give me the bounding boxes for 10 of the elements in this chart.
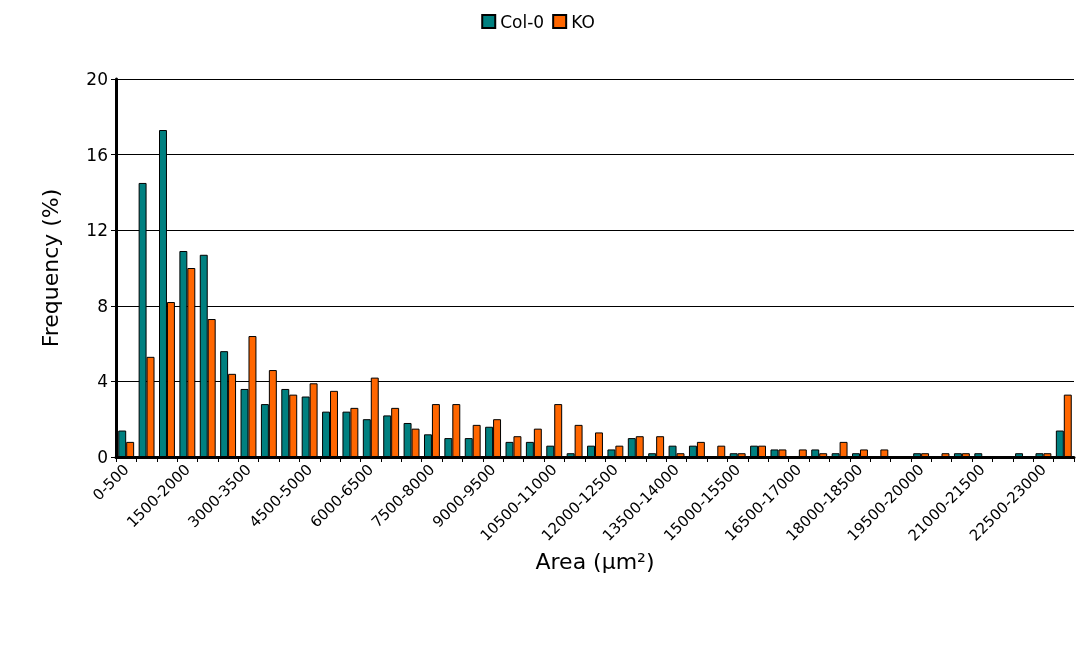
y-tick-label: 0 bbox=[97, 447, 108, 467]
y-tick-label: 20 bbox=[86, 69, 108, 89]
legend-label: KO bbox=[571, 11, 595, 32]
y-tick-label: 16 bbox=[86, 144, 108, 165]
legend-label: Col-0 bbox=[500, 11, 545, 32]
y-tick-label: 12 bbox=[86, 220, 108, 241]
y-axis-title: Frequency (%) bbox=[37, 188, 63, 348]
y-tick-label: 4 bbox=[97, 371, 108, 392]
x-axis-title: Area (μm²) bbox=[535, 549, 655, 575]
y-tick-label: 8 bbox=[97, 295, 108, 316]
